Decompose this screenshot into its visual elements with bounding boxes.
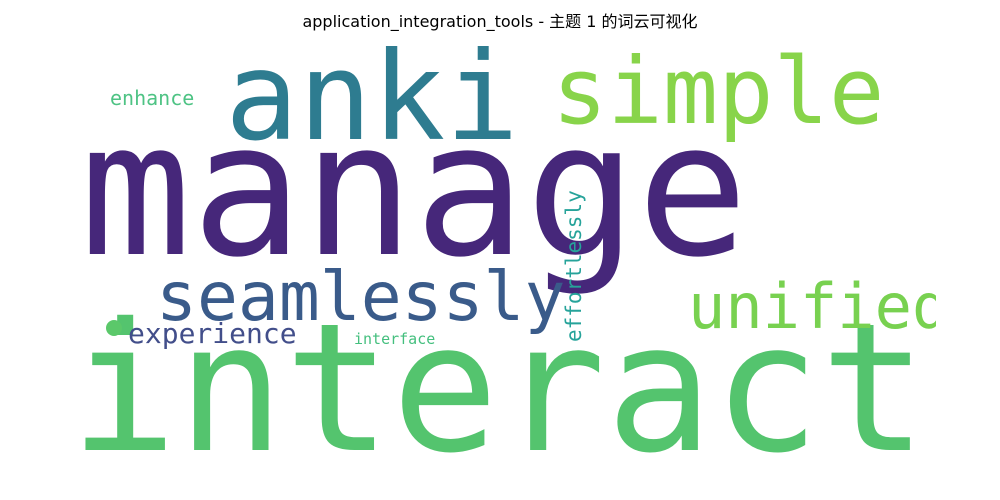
dot-mark [106, 320, 122, 336]
word-manage: manage [80, 82, 749, 298]
word-seamlessly: seamlessly [156, 258, 566, 337]
word-interact: interact [70, 285, 928, 480]
word-effortlessly: effortlessly [562, 190, 586, 342]
word-interface: interface [354, 330, 436, 348]
word-simple: simple [552, 38, 885, 145]
word-cloud: manage interact anki simple seamlessly u… [70, 36, 936, 480]
word-enhance: enhance [110, 86, 195, 110]
word-experience: experience [128, 317, 297, 350]
page-title: application_integration_tools - 主题 1 的词云… [302, 12, 698, 31]
word-unified: unified [688, 270, 936, 343]
word-anki: anki [225, 36, 519, 168]
